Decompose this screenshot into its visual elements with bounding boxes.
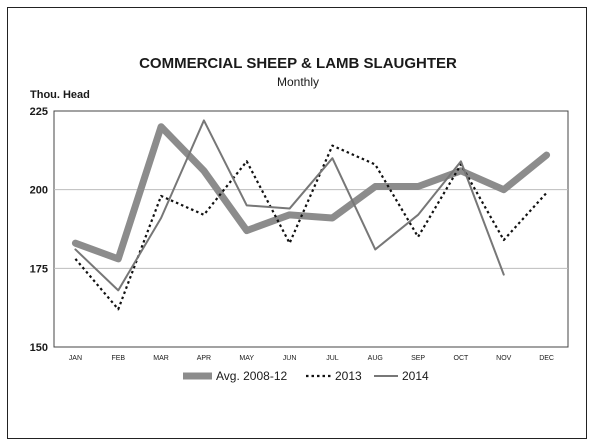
- y-tick-label: 175: [30, 263, 48, 275]
- plot-area: [53, 110, 569, 348]
- legend-label: 2013: [335, 369, 362, 383]
- legend-label: 2014: [402, 369, 429, 383]
- series-line-1: [74, 144, 548, 311]
- x-tick-label: JAN: [69, 355, 82, 362]
- series-line-2: [74, 119, 505, 292]
- chart-frame: [7, 7, 587, 439]
- y-tick-label: 200: [30, 185, 48, 197]
- legend: Avg. 2008-12 2013 2014: [183, 369, 429, 383]
- x-tick-label: MAY: [239, 355, 254, 362]
- x-tick-labels: JAN FEB MAR APR MAY JUN JUL AUG SEP OCT NOV DEC: [69, 355, 554, 362]
- x-tick-label: JUN: [283, 355, 297, 362]
- legend-label: Avg. 2008-12: [216, 369, 287, 383]
- x-tick-label: MAR: [153, 355, 169, 362]
- x-tick-label: JUL: [326, 355, 339, 362]
- x-tick-label: FEB: [111, 355, 125, 362]
- y-tick-label: 150: [30, 342, 48, 354]
- y-tick-labels: 150 175 200 225: [30, 106, 48, 354]
- x-tick-label: SEP: [411, 355, 425, 362]
- series-line-0: [71, 123, 551, 263]
- y-axis-label: Thou. Head: [30, 89, 90, 101]
- x-tick-label: DEC: [539, 355, 554, 362]
- x-tick-label: OCT: [454, 355, 470, 362]
- series-lines: [71, 119, 551, 311]
- chart-title: COMMERCIAL SHEEP & LAMB SLAUGHTER: [139, 55, 457, 72]
- chart-subtitle: Monthly: [277, 75, 319, 89]
- x-tick-label: AUG: [368, 355, 383, 362]
- x-tick-label: NOV: [496, 355, 512, 362]
- y-tick-label: 225: [30, 106, 48, 118]
- x-tick-label: APR: [197, 355, 211, 362]
